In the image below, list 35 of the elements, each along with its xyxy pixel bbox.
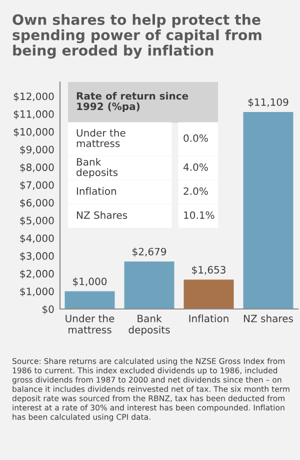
annotation: 10.1% <box>184 211 214 219</box>
y-tick-label: $4,000 <box>20 234 54 244</box>
x-tick-label: Under the mattress <box>66 314 114 334</box>
y-tick-label: $5,000 <box>20 216 54 226</box>
bar <box>184 280 234 309</box>
y-tick-label: $10,000 <box>14 128 54 137</box>
bar <box>124 261 174 309</box>
annotation: 2.0% <box>184 187 208 195</box>
y-tick-label: $12,000 <box>14 92 54 102</box>
y-tick-label: $3,000 <box>20 252 54 262</box>
annotation: 0.0% <box>184 134 208 142</box>
y-tick-label: $7,000 <box>20 181 54 190</box>
y-tick-label: $11,000 <box>14 110 54 120</box>
bar <box>64 291 115 309</box>
y-tick-label: $0 <box>42 305 54 314</box>
x-tick-label: Inflation <box>189 314 228 322</box>
y-tick-label: $2,000 <box>20 270 54 279</box>
data-label: $1,000 <box>73 277 107 286</box>
y-tick-label: $1,000 <box>20 287 54 297</box>
x-tick-label: Bank deposits <box>128 314 170 336</box>
annotation: Bank deposits <box>76 158 118 178</box>
annotation: Under the mattress <box>76 128 126 148</box>
annotation: Rate of return since 1992 (%pa) <box>76 92 188 112</box>
y-tick-label: $8,000 <box>20 163 54 172</box>
y-tick-label: $9,000 <box>20 146 54 155</box>
y-tick-label: $6,000 <box>20 198 54 208</box>
annotation: NZ Shares <box>76 211 128 219</box>
annotation: 4.0% <box>183 163 208 171</box>
bar <box>243 112 294 309</box>
data-label: $11,109 <box>248 98 288 108</box>
annotation: Inflation <box>76 187 116 195</box>
data-label: $2,679 <box>132 248 166 257</box>
x-tick-label: NZ shares <box>244 314 293 322</box>
data-label: $1,653 <box>192 266 226 275</box>
chart-title: Own shares to help protect the spending power of capital from being eroded by inflation <box>12 14 262 59</box>
